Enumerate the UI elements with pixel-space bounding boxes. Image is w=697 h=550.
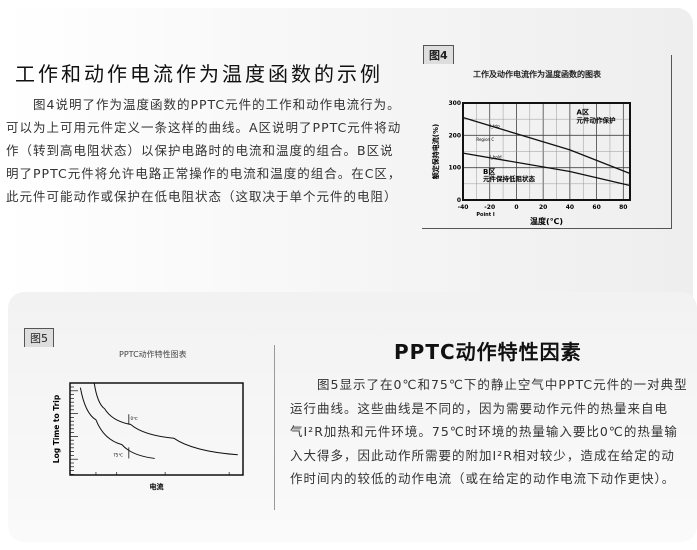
x-tick-label: 20	[539, 204, 547, 211]
section1-paragraph: 图4说明了作为温度函数的PPTC元件的工作和动作电流行为。 可以为上可用元件定义…	[6, 93, 401, 208]
y-tick-label: 200	[448, 132, 461, 139]
section2-title: PPTC动作特性因素	[394, 340, 582, 364]
series-curve-0℃	[93, 382, 238, 456]
figure5-chart: 0℃ 75℃ 电流 Log Time to Trip	[52, 382, 244, 491]
para-line: 入大得多，因此动作所需要的附加I²R相对较少，造成在给定的动	[290, 447, 675, 463]
para-line: 可以为上可用元件定义一条这样的曲线。A区说明了PPTC元件将动	[6, 120, 402, 135]
figure4-border-bottom	[422, 228, 672, 229]
para-line: 气I²R加热和元件环境。75℃时环境的热量输入要比0℃的热量输	[290, 424, 678, 439]
figure4-chart: -40 -20 0 20 40 60 80 0 100 200 300 温度(℃) 额定保持电流(%) P…	[431, 100, 631, 226]
para-line: 明了PPTC元件将允许电路正常操作的电流和温度的组合。在C区，	[6, 166, 402, 181]
divider	[274, 345, 275, 510]
section2-paragraph: 图5显示了在0℃和75℃下的静止空气中PPTC元件的一对典型 运行曲线。这些曲线…	[290, 373, 688, 491]
y-axis-label: Log Time to Trip	[52, 394, 61, 463]
x-tick-label: 80	[619, 204, 627, 211]
x-tick-label: -20	[484, 204, 495, 211]
para-line: 作时间内的较低的动作电流（或在给定的动作电流下动作更快）。	[290, 471, 676, 486]
x-tick-label: 40	[566, 204, 574, 211]
section1-title: 工作和动作电流作为温度函数的示例	[15, 62, 383, 86]
region-b-label: B区	[483, 168, 495, 176]
figure4-label: 图4	[423, 45, 454, 64]
para-line: 作（转到高电阻状态）以保护电路时的电流和温度的组合。B区说	[6, 143, 394, 158]
figure5-title: PPTC动作特性图表	[119, 350, 187, 359]
series-label-75c: 75℃	[113, 453, 123, 458]
x-tick-label: -40	[458, 204, 469, 211]
x-axis-label: 电流	[150, 482, 164, 491]
hold-label: I_hold	[490, 155, 502, 160]
plot-frame	[462, 102, 631, 201]
x-axis-label: 温度(℃)	[530, 216, 563, 226]
point-label: Point I	[476, 212, 495, 218]
series-label-0c: 0℃	[131, 416, 139, 421]
series-line-I_trip	[462, 116, 631, 175]
bottom-panel	[8, 292, 697, 542]
y-tick-label: 100	[448, 165, 461, 172]
series-curve-75℃	[79, 387, 155, 459]
region-a-desc: 元件动作保护	[577, 115, 617, 124]
para-line: 图4说明了作为温度函数的PPTC元件的工作和动作电流行为。	[6, 97, 401, 112]
para-line: 运行曲线。这些曲线是不同的，因为需要动作元件的热量来自电	[290, 400, 669, 416]
para-line: 此元件可能动作或保护在低电阻状态（这取决于单个元件的电阻）	[6, 189, 398, 204]
plot-frame	[69, 382, 244, 476]
y-tick-label: 300	[448, 100, 461, 107]
region-c-label: Region C	[476, 137, 494, 142]
region-a-label: A区	[577, 108, 589, 116]
top-panel	[0, 8, 693, 330]
x-tick-label: 0	[514, 204, 518, 211]
x-tick-label: 60	[592, 204, 600, 211]
series-line-I_hold	[462, 152, 631, 187]
region-b-desc: 元件保持低阻状态	[483, 174, 535, 183]
para-line: 图5显示了在0℃和75℃下的静止空气中PPTC元件的一对典型	[290, 377, 688, 392]
trip-label: I_trip	[490, 123, 501, 128]
figure4-title: 工作及动作电流作为温度函数的图表	[473, 70, 601, 79]
y-tick-label: 0	[457, 197, 461, 204]
y-axis-label: 额定保持电流(%)	[431, 124, 440, 180]
figure4-border-right	[671, 55, 672, 228]
figure5-label: 图5	[24, 328, 54, 347]
